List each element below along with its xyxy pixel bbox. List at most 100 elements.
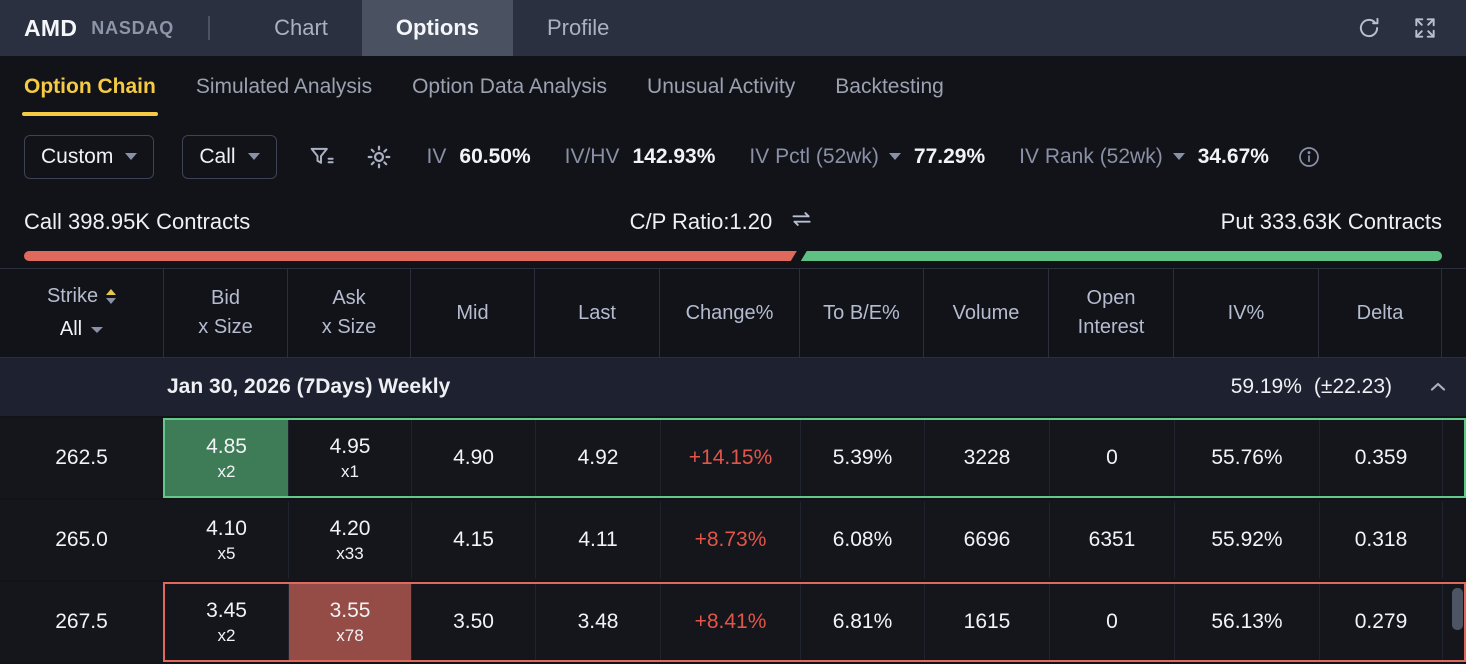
swap-icon[interactable] xyxy=(788,206,814,238)
iv-hv-label: IV/HV xyxy=(564,144,620,168)
subtab-backtesting[interactable]: Backtesting xyxy=(835,75,944,98)
bid-cell[interactable]: 3.45 x2 xyxy=(206,598,247,645)
iv-rank-dropdown[interactable]: IV Rank (52wk) xyxy=(1019,145,1185,169)
volume-cell[interactable]: 6696 xyxy=(924,502,1049,578)
row-gutter xyxy=(1442,502,1464,578)
chevron-down-icon xyxy=(888,153,901,160)
chevron-down-icon xyxy=(125,153,138,160)
column-header-change: Change% xyxy=(659,269,799,357)
delta-cell[interactable]: 0.359 xyxy=(1319,420,1442,496)
option-row: 265.0 4.10 x5 4.20 x33 4.15 4.11 +8.73% 6.… xyxy=(0,500,1466,580)
expiry-iv-summary: 59.19% (±22.23) xyxy=(1231,375,1392,399)
fullscreen-icon[interactable] xyxy=(1412,15,1438,41)
call-contracts-label: Call 398.95K Contracts xyxy=(24,208,251,234)
option-chain-table: Strike All Bid x Size Ask x Size Mid Last … xyxy=(0,268,1466,662)
iv-hv-value: 142.93% xyxy=(632,144,716,168)
volume-cell[interactable]: 1615 xyxy=(924,584,1049,660)
subtab-option-chain[interactable]: Option Chain xyxy=(22,56,158,118)
call-put-ratio-bar xyxy=(24,251,1442,261)
strategy-dropdown-value: Custom xyxy=(41,144,114,168)
iv-rank-value: 34.67% xyxy=(1197,144,1269,168)
option-type-dropdown-value: Call xyxy=(199,144,236,168)
filter-bar: Custom Call IV 60.50% IV/HV 142.93% xyxy=(0,118,1466,195)
option-rows: 262.5 4.85 x2 4.95 x1 4.90 4.92 +14.15% 5.… xyxy=(0,418,1466,662)
cp-ratio-label: C/P Ratio:1.20 xyxy=(629,208,773,234)
strike-cell[interactable]: 265.0 xyxy=(55,528,108,551)
subtab-option-data-analysis[interactable]: Option Data Analysis xyxy=(412,75,608,98)
to-be-cell[interactable]: 6.81% xyxy=(800,584,924,660)
column-header-iv: IV% xyxy=(1173,269,1318,357)
strategy-dropdown[interactable]: Custom xyxy=(24,134,155,179)
row-band: 4.85 x2 4.95 x1 4.90 4.92 +14.15% 5.39% 32… xyxy=(163,418,1466,498)
iv-cell[interactable]: 56.13% xyxy=(1174,584,1319,660)
iv-rank-stat: IV Rank (52wk) 34.67% xyxy=(1019,145,1269,169)
put-bar-segment xyxy=(800,251,1442,261)
chevron-down-icon xyxy=(91,326,104,333)
to-be-cell[interactable]: 5.39% xyxy=(800,420,924,496)
to-be-cell[interactable]: 6.08% xyxy=(800,502,924,578)
expiry-group-row[interactable]: Jan 30, 2026 (7Days) Weekly 59.19% (±22.… xyxy=(0,358,1466,416)
column-header-last: Last xyxy=(534,269,659,357)
refresh-icon[interactable] xyxy=(1356,15,1382,41)
mid-cell[interactable]: 4.15 xyxy=(411,502,535,578)
change-cell[interactable]: +8.41% xyxy=(660,584,800,660)
ask-cell[interactable]: 4.95 x1 xyxy=(288,420,411,496)
sort-icon xyxy=(106,289,117,304)
chevron-up-icon[interactable] xyxy=(1426,375,1450,399)
mid-cell[interactable]: 3.50 xyxy=(411,584,535,660)
header-gutter xyxy=(1441,269,1466,357)
column-header-strike: Strike All xyxy=(0,269,163,357)
open-interest-cell[interactable]: 6351 xyxy=(1049,502,1174,578)
strike-cell[interactable]: 267.5 xyxy=(55,610,108,633)
expiry-expected-move: (±22.23) xyxy=(1313,375,1392,398)
bid-cell[interactable]: 4.85 x2 xyxy=(165,420,288,496)
subtab-unusual-activity[interactable]: Unusual Activity xyxy=(647,75,796,98)
subtab-simulated-analysis[interactable]: Simulated Analysis xyxy=(195,75,373,98)
column-header-volume: Volume xyxy=(923,269,1048,357)
vertical-scrollbar-thumb[interactable] xyxy=(1452,588,1463,630)
row-band: 4.10 x5 4.20 x33 4.15 4.11 +8.73% 6.08% 66… xyxy=(163,500,1466,580)
info-icon[interactable] xyxy=(1297,145,1321,169)
ask-cell[interactable]: 3.55 x78 xyxy=(288,584,411,660)
last-cell[interactable]: 4.92 xyxy=(535,420,660,496)
column-header-bid: Bid x Size xyxy=(163,269,287,357)
iv-stat: IV 60.50% xyxy=(427,145,531,169)
change-cell[interactable]: +8.73% xyxy=(660,502,800,578)
column-header-to-be: To B/E% xyxy=(799,269,923,357)
ticker-symbol: AMD xyxy=(24,14,78,41)
column-header-delta: Delta xyxy=(1318,269,1441,357)
open-interest-cell[interactable]: 0 xyxy=(1049,584,1174,660)
delta-cell[interactable]: 0.318 xyxy=(1319,502,1442,578)
row-band: 3.45 x2 3.55 x78 3.50 3.48 +8.41% 6.81% 16… xyxy=(163,582,1466,662)
iv-pctl-stat: IV Pctl (52wk) 77.29% xyxy=(749,145,985,169)
gear-icon[interactable] xyxy=(365,143,393,171)
tab-chart[interactable]: Chart xyxy=(274,15,328,40)
last-cell[interactable]: 3.48 xyxy=(535,584,660,660)
ask-cell[interactable]: 4.20 x33 xyxy=(288,502,411,578)
open-interest-cell[interactable]: 0 xyxy=(1049,420,1174,496)
filter-icon[interactable] xyxy=(307,143,335,171)
tab-options[interactable]: Options xyxy=(361,0,513,56)
change-cell[interactable]: +14.15% xyxy=(660,420,800,496)
iv-cell[interactable]: 55.76% xyxy=(1174,420,1319,496)
strike-filter-dropdown[interactable]: All xyxy=(60,315,104,344)
iv-pctl-dropdown[interactable]: IV Pctl (52wk) xyxy=(749,145,901,169)
option-type-dropdown[interactable]: Call xyxy=(182,134,277,179)
chevron-down-icon xyxy=(247,153,260,160)
last-cell[interactable]: 4.11 xyxy=(535,502,660,578)
bid-cell[interactable]: 4.10 x5 xyxy=(206,516,247,563)
iv-cell[interactable]: 55.92% xyxy=(1174,502,1319,578)
column-header-ask: Ask x Size xyxy=(287,269,410,357)
row-gutter xyxy=(1442,584,1464,660)
put-contracts-label: Put 333.63K Contracts xyxy=(1220,208,1442,234)
volume-cell[interactable]: 3228 xyxy=(924,420,1049,496)
option-row: 262.5 4.85 x2 4.95 x1 4.90 4.92 +14.15% 5.… xyxy=(0,418,1466,498)
chevron-down-icon xyxy=(1172,153,1185,160)
expiry-iv-value: 59.19% xyxy=(1230,375,1302,398)
tab-profile[interactable]: Profile xyxy=(547,15,610,40)
delta-cell[interactable]: 0.279 xyxy=(1319,584,1442,660)
strike-sort-control[interactable]: Strike xyxy=(47,282,117,311)
table-header-row: Strike All Bid x Size Ask x Size Mid Last … xyxy=(0,269,1466,358)
mid-cell[interactable]: 4.90 xyxy=(411,420,535,496)
strike-cell[interactable]: 262.5 xyxy=(55,446,108,469)
